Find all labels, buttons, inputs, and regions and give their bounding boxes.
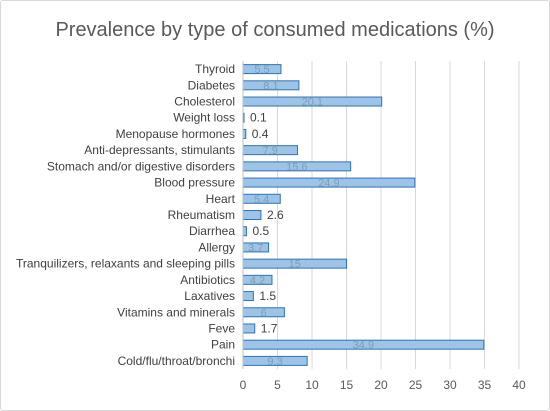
bar bbox=[242, 226, 247, 237]
category-label: Diarrhea bbox=[189, 224, 235, 238]
data-label: 3.7 bbox=[248, 242, 263, 254]
data-label: 6 bbox=[261, 307, 267, 319]
category-label: Anti-depressants, stimulants bbox=[84, 143, 235, 157]
data-label: 9.3 bbox=[267, 356, 282, 368]
category-label: Allergy bbox=[198, 240, 235, 254]
x-tick-label: 5 bbox=[274, 378, 281, 392]
data-label: 1.5 bbox=[259, 289, 276, 303]
category-label: Cholesterol bbox=[174, 95, 235, 109]
data-label: 34.9 bbox=[353, 340, 374, 352]
data-label: 4.2 bbox=[250, 275, 265, 287]
x-tick-label: 15 bbox=[340, 378, 354, 392]
category-label: Laxatives bbox=[184, 289, 235, 303]
x-tick-label: 40 bbox=[512, 378, 526, 392]
category-label: Weight loss bbox=[173, 111, 235, 125]
bar bbox=[242, 323, 256, 334]
data-label: 15.6 bbox=[286, 161, 307, 173]
data-label: 15 bbox=[289, 259, 301, 271]
data-label: 1.7 bbox=[261, 321, 278, 335]
category-label: Pain bbox=[211, 338, 235, 352]
data-label: 7.9 bbox=[263, 145, 278, 157]
category-label: Feve bbox=[208, 321, 235, 335]
x-tick-label: 35 bbox=[478, 378, 492, 392]
data-label: 8.1 bbox=[263, 80, 278, 92]
category-label: Stomach and/or digestive disorders bbox=[47, 159, 235, 173]
bar bbox=[242, 210, 262, 220]
x-tick-label: 25 bbox=[409, 378, 423, 392]
category-label: Heart bbox=[206, 192, 236, 206]
data-label: 5.5 bbox=[254, 64, 269, 76]
category-label: Thyroid bbox=[195, 62, 235, 76]
category-label: Antibiotics bbox=[180, 273, 235, 287]
x-tick-label: 20 bbox=[374, 378, 388, 392]
data-label: 0.1 bbox=[250, 111, 267, 125]
category-label: Diabetes bbox=[188, 78, 235, 92]
data-label: 20.1 bbox=[302, 97, 323, 109]
data-label: 24.9 bbox=[318, 178, 339, 190]
category-label: Rheumatism bbox=[168, 208, 235, 222]
data-label: 2.6 bbox=[267, 208, 284, 222]
category-label: Cold/flu/throat/bronchi bbox=[118, 354, 235, 368]
category-label: Blood pressure bbox=[154, 176, 235, 190]
category-label: Vitamins and minerals bbox=[117, 305, 235, 319]
data-label: 0.4 bbox=[252, 127, 269, 141]
x-tick-label: 10 bbox=[305, 378, 319, 392]
bar bbox=[242, 291, 254, 302]
data-label: 5.4 bbox=[254, 194, 269, 206]
category-label: Menopause hormones bbox=[116, 127, 235, 141]
data-label: 0.5 bbox=[252, 224, 269, 238]
chart-title: Prevalence by type of consumed medicatio… bbox=[55, 19, 495, 41]
category-label: Tranquilizers, relaxants and sleeping pi… bbox=[16, 257, 235, 271]
x-tick-label: 0 bbox=[240, 378, 247, 392]
x-tick-label: 30 bbox=[443, 378, 457, 392]
